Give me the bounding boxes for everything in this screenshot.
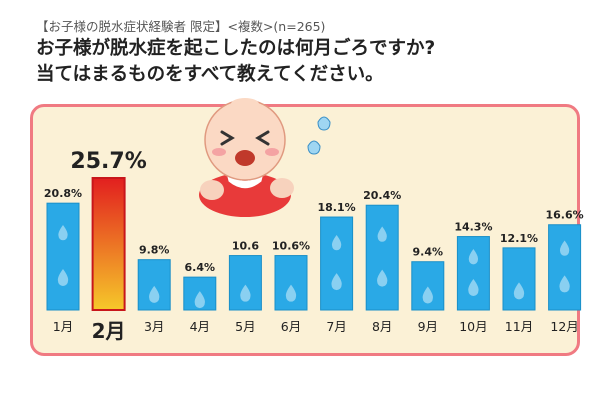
value-label: 9.4% bbox=[413, 246, 444, 259]
bar-2月 bbox=[91, 177, 126, 311]
bar-4月 bbox=[183, 276, 217, 311]
water-drop-icon bbox=[194, 291, 205, 309]
category-label: 5月 bbox=[235, 319, 255, 334]
value-label: 10.6 bbox=[232, 240, 259, 253]
category-label: 1月 bbox=[53, 319, 73, 334]
water-drop-icon bbox=[240, 284, 251, 302]
question-line-2: 当てはまるものをすべて教えてください。 bbox=[36, 64, 384, 85]
water-drop-icon bbox=[377, 269, 388, 287]
bar-1月 bbox=[46, 202, 80, 311]
bar-8月 bbox=[365, 204, 399, 311]
category-label: 12月 bbox=[550, 319, 578, 334]
water-drop-icon bbox=[57, 268, 69, 286]
bar-10月 bbox=[456, 236, 490, 311]
water-drop-icon bbox=[513, 282, 525, 300]
bar-11月 bbox=[502, 247, 536, 311]
bar-3月 bbox=[137, 259, 171, 311]
bar-9月 bbox=[411, 261, 445, 311]
category-label: 11月 bbox=[505, 319, 533, 334]
water-drop-icon bbox=[58, 224, 68, 241]
value-label: 9.8% bbox=[139, 244, 170, 257]
water-drop-icon bbox=[559, 240, 570, 256]
category-label: 8月 bbox=[372, 319, 392, 334]
water-drop-icon bbox=[468, 249, 479, 265]
water-drop-icon bbox=[331, 273, 342, 291]
bar-12月 bbox=[548, 224, 582, 311]
water-drop-icon bbox=[559, 275, 570, 293]
category-label: 2月 bbox=[92, 319, 126, 343]
category-label: 10月 bbox=[459, 319, 487, 334]
water-drop-icon bbox=[331, 234, 342, 251]
bar-5月 bbox=[228, 255, 262, 311]
water-drop-icon bbox=[422, 286, 433, 304]
crying-baby-icon bbox=[199, 98, 331, 217]
value-label: 14.3% bbox=[454, 221, 492, 234]
value-label: 12.1% bbox=[500, 232, 538, 245]
bar-6月 bbox=[274, 255, 308, 311]
water-drop-icon bbox=[468, 278, 479, 296]
category-label: 9月 bbox=[418, 319, 438, 334]
water-drop-icon bbox=[149, 285, 160, 303]
water-drop-icon bbox=[285, 284, 297, 302]
water-drop-icon bbox=[377, 226, 387, 242]
bar-7月 bbox=[320, 216, 354, 311]
chart-subtitle: 【お子様の脱水症状経験者 限定】<複数>(n=265) bbox=[36, 19, 326, 34]
value-label: 10.6% bbox=[272, 240, 310, 253]
category-label: 7月 bbox=[326, 319, 346, 334]
category-label: 3月 bbox=[144, 319, 164, 334]
value-label: 25.7% bbox=[70, 149, 146, 174]
value-label: 18.1% bbox=[318, 201, 356, 214]
value-label: 6.4% bbox=[185, 261, 216, 274]
question-line-1: お子様が脱水症を起こしたのは何月ごろですか? bbox=[36, 38, 436, 59]
category-label: 4月 bbox=[190, 319, 210, 334]
value-label: 20.8% bbox=[44, 187, 82, 200]
value-label: 20.4% bbox=[363, 189, 401, 202]
category-label: 6月 bbox=[281, 319, 301, 334]
value-label: 16.6% bbox=[546, 209, 584, 222]
question-text: お子様が脱水症を起こしたのは何月ごろですか? 当てはまるものをすべて教えてくださ… bbox=[36, 36, 435, 88]
